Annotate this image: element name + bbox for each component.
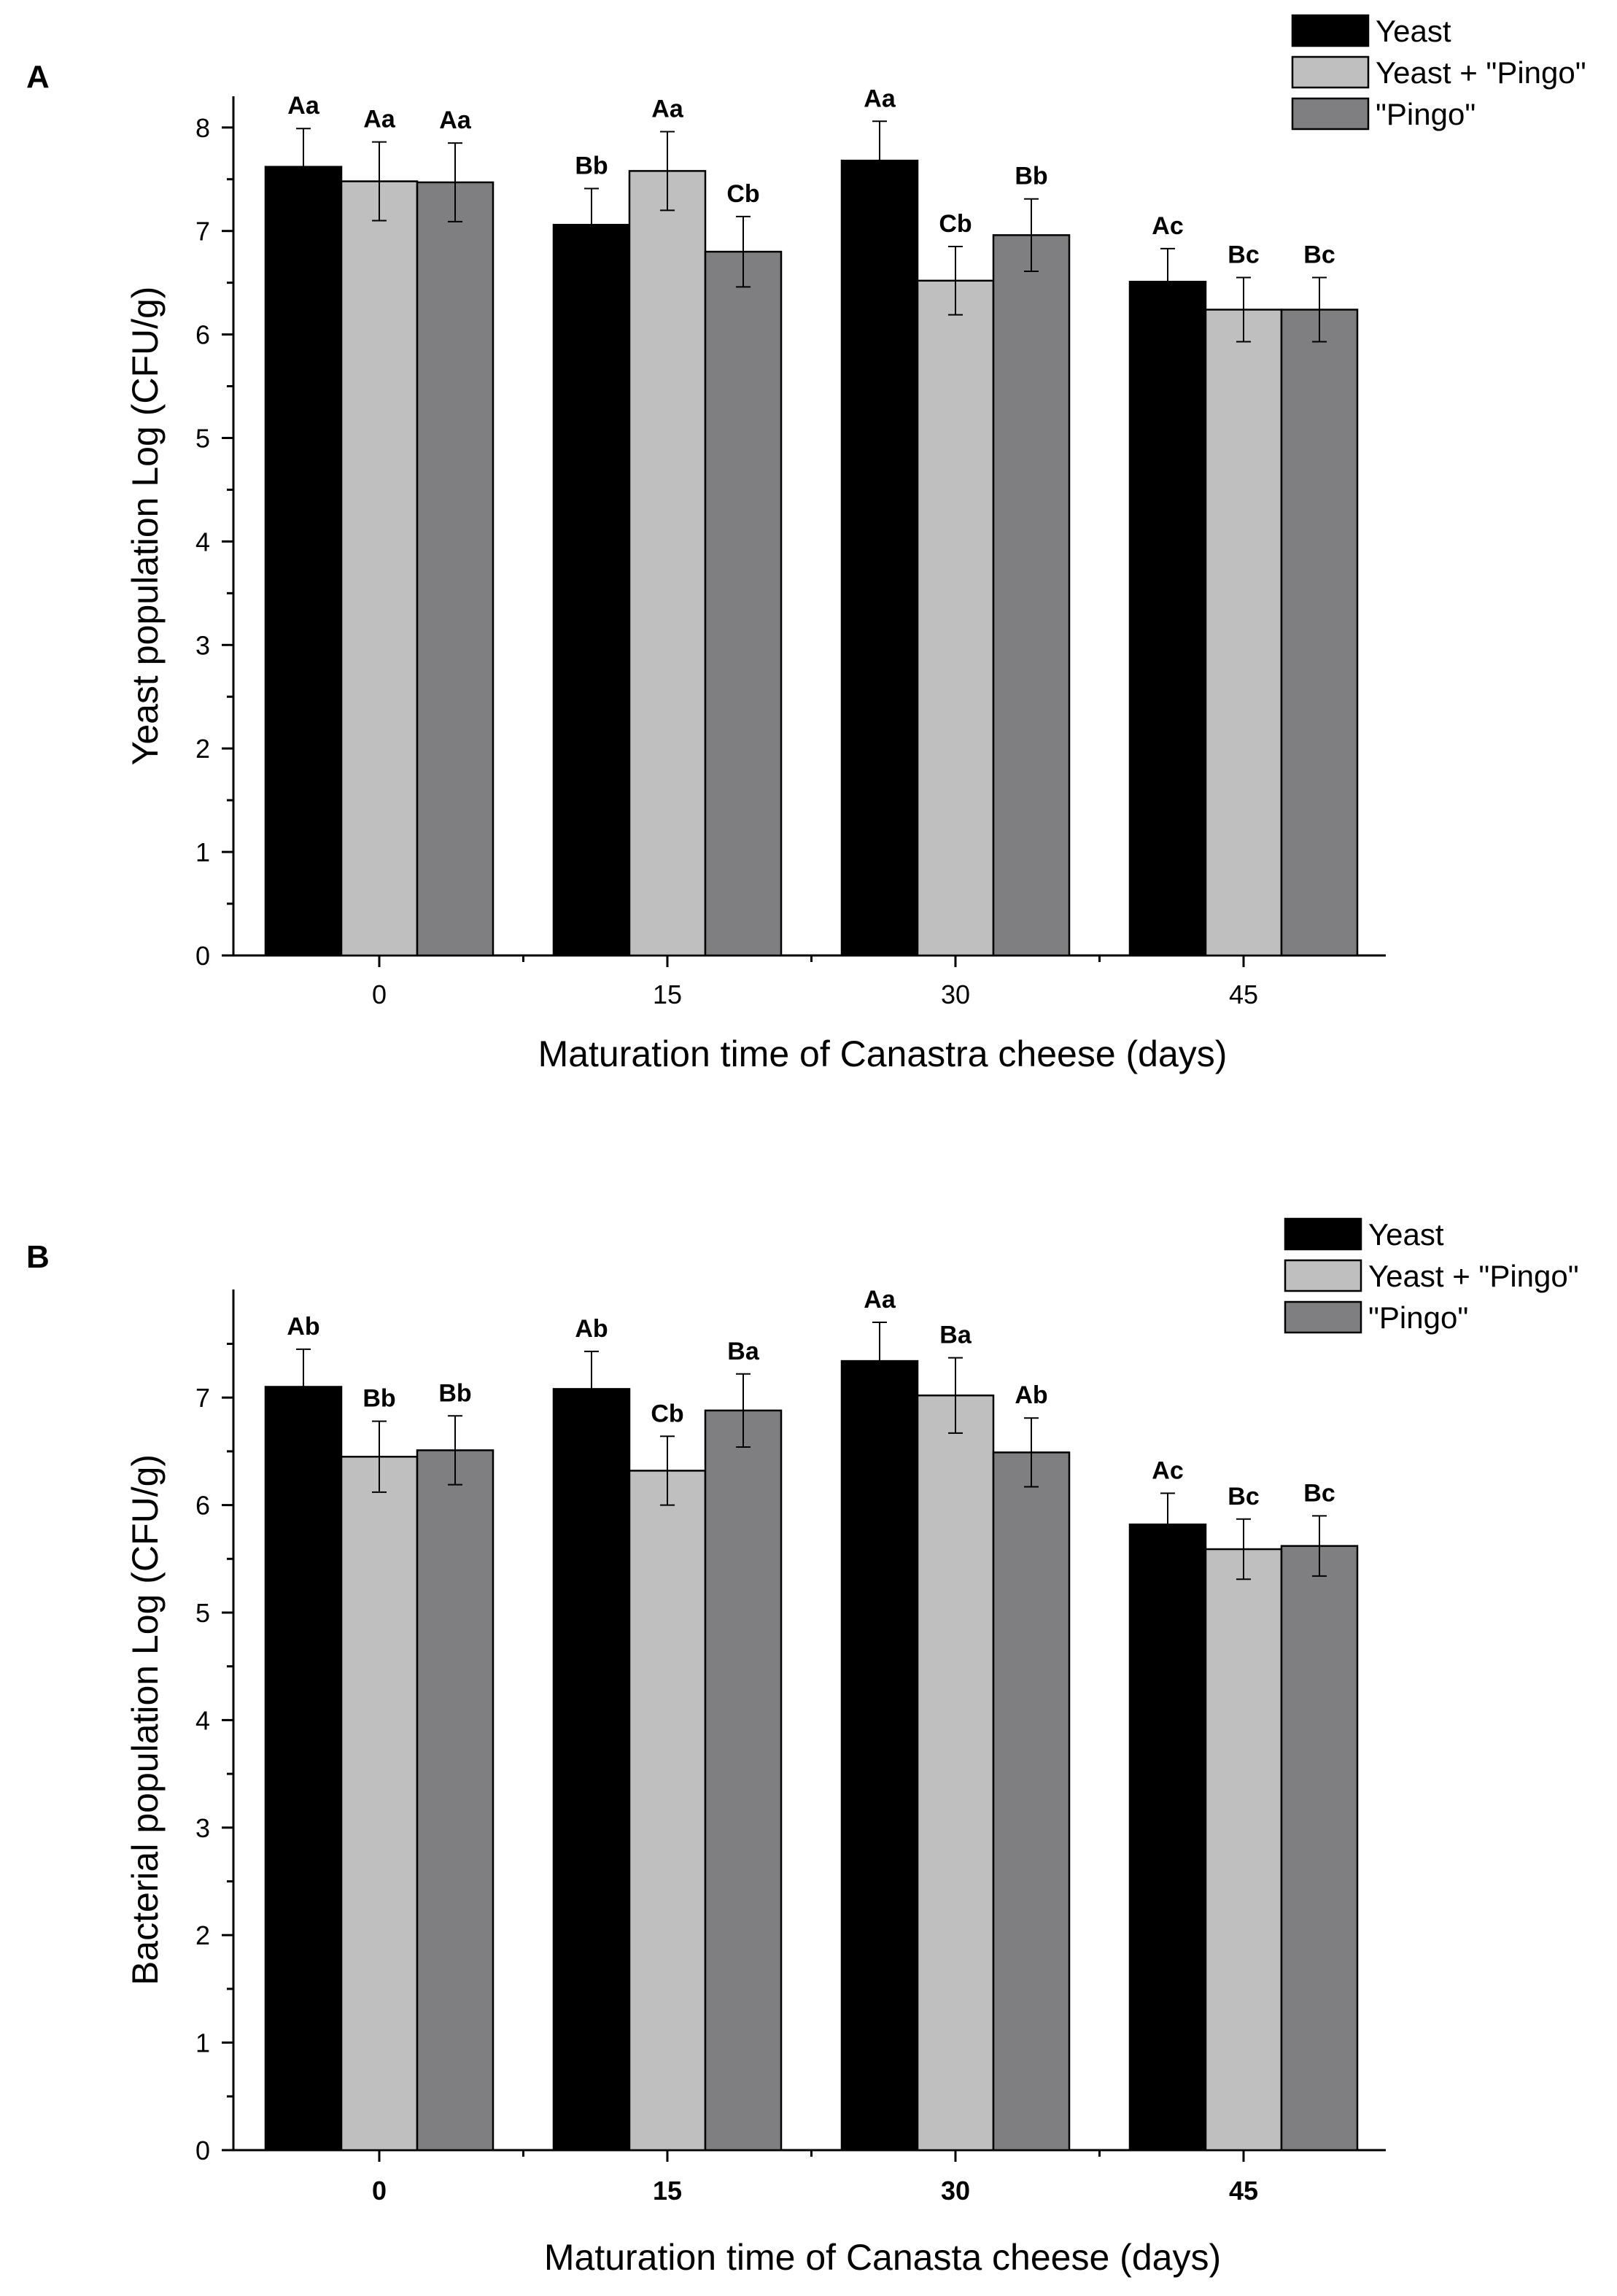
x-axis-title: Maturation time of Canasta cheese (days)	[544, 2237, 1221, 2278]
bar	[1128, 280, 1207, 957]
bar	[704, 250, 783, 957]
legend: Yeast Yeast + "Pingo" "Pingo"	[1291, 14, 1586, 131]
y-tick-label: 1	[195, 837, 210, 867]
legend-swatch	[1284, 1217, 1362, 1251]
bar	[840, 159, 919, 957]
significance-label: Aa	[864, 1286, 896, 1314]
legend-swatch	[1291, 97, 1370, 131]
x-tick-label: 45	[1229, 2176, 1258, 2206]
bar	[416, 181, 495, 957]
significance-label: Ab	[1015, 1381, 1047, 1409]
panel-label: A	[26, 59, 50, 95]
x-tick-label: 30	[941, 980, 970, 1009]
significance-label: Ab	[575, 1315, 608, 1343]
significance-label: Bb	[362, 1385, 395, 1413]
legend-label: Yeast	[1368, 1217, 1444, 1252]
bar	[1280, 1545, 1359, 2152]
y-tick-label: 5	[195, 1598, 210, 1628]
significance-label: Bb	[575, 152, 608, 180]
legend-label: Yeast + "Pingo"	[1376, 55, 1586, 90]
bar	[340, 1456, 419, 2152]
y-axis-title: Yeast population Log (CFU/g)	[125, 287, 166, 766]
significance-label: Ac	[1152, 212, 1183, 240]
bar	[916, 279, 995, 957]
bar	[1280, 309, 1359, 957]
bar	[340, 180, 419, 957]
y-tick-label: 5	[195, 424, 210, 454]
bar	[1128, 1523, 1207, 2152]
significance-label: Ba	[939, 1322, 972, 1349]
y-tick-label: 7	[195, 1383, 210, 1413]
significance-label: Bc	[1303, 1479, 1335, 1507]
bar	[628, 170, 707, 957]
significance-label: Bc	[1303, 241, 1335, 269]
y-tick-label: 7	[195, 217, 210, 247]
legend-swatch	[1284, 1259, 1362, 1292]
bar	[264, 1386, 343, 2152]
significance-label: Cb	[939, 210, 972, 238]
significance-label: Aa	[651, 95, 684, 123]
bar	[628, 1470, 707, 2152]
x-axis-title: Maturation time of Canastra cheese (days…	[538, 1033, 1228, 1074]
bar	[552, 223, 631, 957]
bar	[992, 234, 1071, 957]
legend-swatch	[1291, 55, 1370, 89]
bar	[552, 1388, 631, 2152]
significance-label: Aa	[439, 106, 472, 134]
bar	[1204, 1548, 1283, 2152]
legend-label: Yeast	[1376, 14, 1451, 48]
y-tick-label: 2	[195, 1920, 210, 1950]
y-tick-label: 0	[195, 941, 210, 971]
significance-label: Aa	[287, 92, 320, 120]
x-tick-label: 0	[372, 980, 387, 1009]
bar	[840, 1360, 919, 2152]
x-tick-label: 15	[653, 2176, 682, 2206]
significance-label: Bc	[1228, 241, 1259, 269]
y-tick-label: 0	[195, 2136, 210, 2165]
significance-label: Aa	[363, 106, 396, 133]
x-tick-label: 0	[372, 2176, 387, 2206]
bar	[992, 1451, 1071, 2152]
y-tick-label: 3	[195, 630, 210, 660]
significance-label: Ba	[727, 1338, 760, 1365]
y-tick-label: 1	[195, 2028, 210, 2058]
significance-label: Cb	[726, 180, 759, 208]
bar	[704, 1409, 783, 2152]
y-tick-label: 8	[195, 113, 210, 143]
y-tick-label: 4	[195, 1705, 210, 1735]
legend-swatch	[1291, 14, 1370, 47]
legend: Yeast Yeast + "Pingo" "Pingo"	[1284, 1217, 1579, 1335]
y-tick-label: 6	[195, 1491, 210, 1521]
legend-swatch	[1284, 1300, 1362, 1334]
bar	[264, 166, 343, 957]
y-tick-label: 2	[195, 734, 210, 764]
y-axis-title: Bacterial population Log (CFU/g)	[125, 1454, 166, 1985]
x-tick-label: 30	[941, 2176, 970, 2206]
y-tick-label: 4	[195, 527, 210, 556]
significance-label: Ab	[287, 1313, 319, 1341]
y-tick-label: 6	[195, 320, 210, 350]
x-tick-label: 15	[653, 980, 682, 1009]
bar	[416, 1449, 495, 2152]
legend-label: "Pingo"	[1376, 97, 1476, 131]
y-tick-label: 3	[195, 1813, 210, 1843]
legend-label: "Pingo"	[1368, 1300, 1468, 1335]
significance-label: Ac	[1152, 1457, 1183, 1484]
significance-label: Aa	[864, 85, 896, 112]
significance-label: Bc	[1228, 1483, 1259, 1510]
x-tick-label: 45	[1229, 980, 1258, 1009]
significance-label: Bb	[438, 1379, 471, 1407]
panel-label: B	[26, 1239, 50, 1275]
bar	[1204, 309, 1283, 957]
legend-label: Yeast + "Pingo"	[1368, 1259, 1579, 1293]
significance-label: Bb	[1015, 163, 1047, 190]
bar	[916, 1395, 995, 2152]
significance-label: Cb	[651, 1400, 683, 1427]
